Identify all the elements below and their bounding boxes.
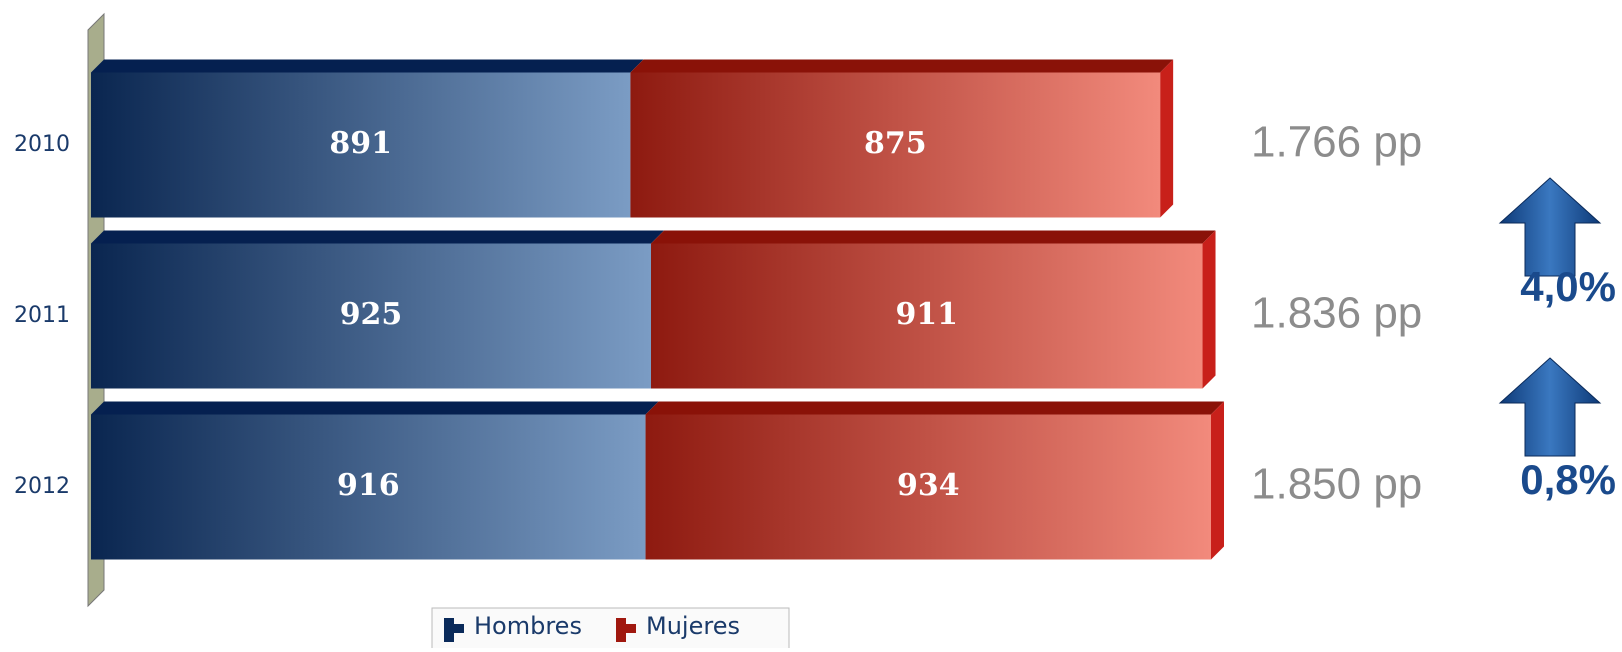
bar-top xyxy=(630,59,1174,73)
data-label: 911 xyxy=(895,297,958,332)
bar xyxy=(91,243,651,389)
bar xyxy=(91,414,646,560)
y-tick-label: 2010 xyxy=(14,132,70,157)
legend-swatch xyxy=(444,618,454,642)
data-label: 875 xyxy=(864,126,927,161)
legend-label: Mujeres xyxy=(646,612,740,640)
bar xyxy=(645,414,1211,560)
arrow-icon xyxy=(1498,177,1602,277)
legend-box xyxy=(431,607,790,652)
arrow-icon xyxy=(1498,357,1602,457)
y-tick-label: 2011 xyxy=(14,303,70,328)
data-label: 934 xyxy=(897,468,960,503)
bar-top xyxy=(91,59,644,73)
legend-swatch xyxy=(626,624,636,633)
bar-side xyxy=(1202,230,1216,389)
bar-top xyxy=(91,230,664,244)
annotation: 0,8% xyxy=(1520,456,1616,503)
bar-top xyxy=(91,401,659,415)
legend-label: Hombres xyxy=(474,612,582,640)
bar-top xyxy=(651,230,1216,244)
y-tick-label: 2012 xyxy=(14,474,70,499)
total-label: 1.766 pp xyxy=(1251,118,1422,167)
bar xyxy=(630,72,1161,218)
bar-side xyxy=(1160,59,1174,218)
data-label: 891 xyxy=(329,126,392,161)
bar-side xyxy=(1211,401,1224,560)
total-label: 1.836 pp xyxy=(1251,289,1422,338)
annotation: 4,0% xyxy=(1520,263,1616,310)
data-label: 925 xyxy=(340,297,403,332)
bar-top xyxy=(645,401,1224,415)
total-label: 1.850 pp xyxy=(1251,460,1422,509)
legend-swatch xyxy=(616,618,626,642)
bar xyxy=(651,243,1203,389)
legend-swatch xyxy=(454,624,464,633)
bar xyxy=(91,72,631,218)
data-label: 916 xyxy=(337,468,400,503)
